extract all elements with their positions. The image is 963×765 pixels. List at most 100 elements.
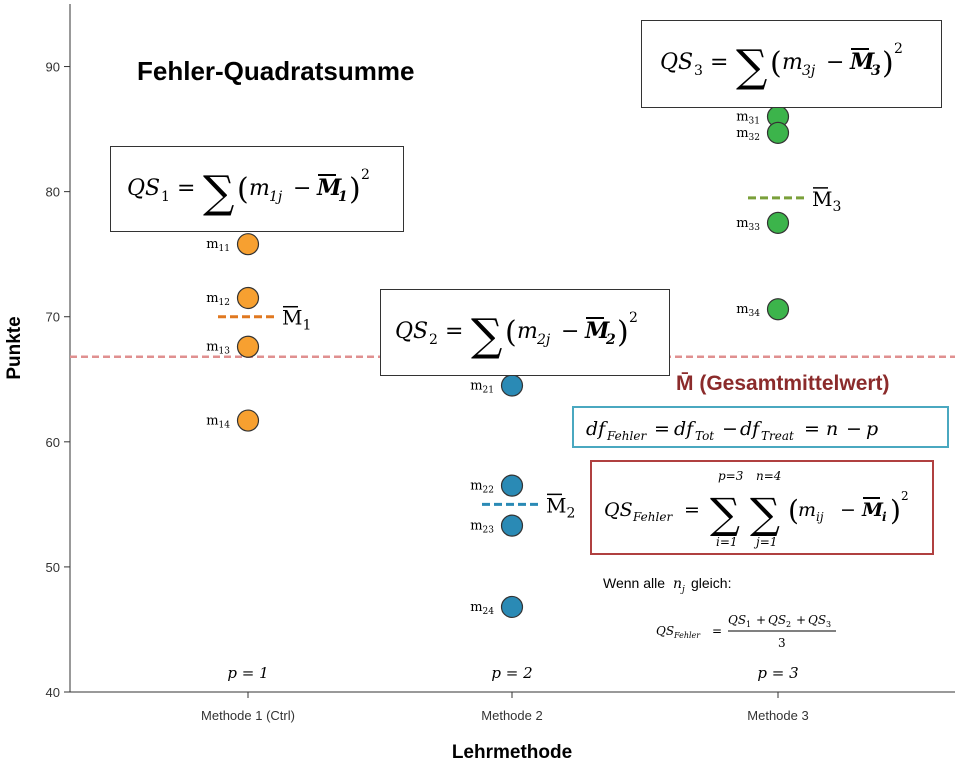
svg-text:df: df: [674, 418, 696, 440]
svg-text:): ): [890, 494, 901, 527]
svg-text:−: −: [826, 50, 844, 75]
qs-fehler-equal-formula: QS Fehler = QS 1 + QS 2 + QS 3 3: [652, 607, 882, 662]
group-mean-label: M3: [812, 187, 841, 215]
svg-text:(: (: [770, 46, 782, 81]
p-label: p = 2: [491, 664, 532, 682]
svg-text:p: p: [866, 418, 878, 440]
svg-text:Treat: Treat: [761, 429, 794, 443]
svg-text:−: −: [293, 176, 311, 201]
svg-text:1: 1: [161, 189, 170, 205]
svg-text:QS: QS: [656, 624, 674, 638]
qs3-formula-box: QS 3 = ∑ ( m 3j − M 3 ) 2: [641, 20, 942, 108]
svg-text:−: −: [561, 319, 579, 344]
svg-text:QS: QS: [808, 613, 826, 627]
svg-text:Fehler: Fehler: [606, 429, 647, 443]
svg-text:=: =: [445, 319, 463, 344]
qs2-formula-box: QS 2 = ∑ ( m 2j − M 2 ) 2: [380, 289, 670, 376]
svg-text:∑: ∑: [471, 310, 502, 361]
svg-text:m: m: [249, 176, 270, 201]
svg-text:QS: QS: [768, 613, 786, 627]
svg-text:ij: ij: [816, 510, 824, 524]
svg-text:3: 3: [826, 620, 831, 629]
qs1-formula-box: QS 1 = ∑ ( m 1j − M 1 ) 2: [110, 146, 404, 232]
chart-title: Fehler-Quadratsumme: [137, 56, 415, 86]
data-point-label: m34: [736, 302, 760, 319]
svg-text:2: 2: [894, 41, 903, 57]
svg-text:n: n: [826, 418, 838, 440]
y-tick-label: 60: [46, 435, 60, 450]
svg-text:2: 2: [786, 620, 791, 629]
svg-text:2: 2: [605, 332, 616, 348]
svg-text:): ): [349, 172, 361, 207]
svg-text:QS: QS: [395, 319, 428, 344]
group-mean-label: M1: [282, 306, 311, 334]
svg-text:Fehler: Fehler: [632, 510, 673, 524]
svg-text:3j: 3j: [802, 63, 816, 79]
equal-n-note: Wenn alle n j gleich:: [603, 574, 803, 599]
y-tick-label: 50: [46, 560, 60, 575]
svg-text:1: 1: [338, 189, 348, 205]
data-point: [236, 335, 260, 358]
data-point-label: m13: [206, 340, 230, 357]
svg-text:QS: QS: [604, 499, 633, 521]
svg-text:): ): [617, 315, 629, 350]
svg-text:∑: ∑: [710, 489, 740, 538]
grand-mean-label: M̄ (Gesamtmittelwert): [676, 372, 890, 395]
svg-text:∑: ∑: [203, 167, 234, 218]
group-mean-label: M2: [546, 493, 575, 521]
svg-text:M: M: [316, 175, 342, 201]
svg-text:gleich:: gleich:: [691, 575, 731, 591]
data-point: [236, 233, 260, 256]
svg-text:2: 2: [361, 167, 370, 183]
y-tick-label: 40: [46, 685, 60, 700]
data-point: [766, 211, 790, 235]
data-point-label: m12: [206, 291, 230, 308]
data-point-label: m32: [736, 126, 760, 143]
y-tick-label: 90: [46, 60, 60, 75]
svg-text:QS: QS: [728, 613, 746, 627]
svg-text:Tot: Tot: [695, 429, 714, 443]
svg-text:i=1: i=1: [716, 535, 738, 549]
svg-text:=: =: [654, 418, 670, 440]
svg-text:M: M: [584, 318, 610, 344]
svg-text:i: i: [882, 510, 887, 524]
svg-text:M: M: [849, 49, 875, 75]
axes: 40 50 60 70 80 90 Methode 1 (Ctrl) Methode 2 Met…: [4, 4, 955, 763]
svg-text:QS: QS: [660, 50, 693, 75]
svg-text:∑: ∑: [736, 41, 767, 92]
qs-fehler-formula-box: QS Fehler = p=3 ∑ i=1 n=4 ∑ j=1 ( m ij −…: [590, 460, 934, 555]
svg-text:=: =: [804, 418, 820, 440]
data-point: [236, 286, 260, 310]
df-formula-box: df Fehler = df Tot − df Treat = n − p: [572, 406, 949, 448]
svg-text:(: (: [505, 315, 517, 350]
svg-text:2j: 2j: [536, 332, 551, 348]
data-point-label: m31: [736, 110, 760, 127]
y-axis-title: Punkte: [4, 316, 25, 379]
data-point-label: m21: [470, 379, 494, 396]
data-point: [500, 514, 524, 537]
svg-text:2: 2: [429, 332, 438, 348]
svg-text:j: j: [680, 585, 685, 595]
data-point-label: m22: [470, 479, 494, 496]
data-point: [500, 374, 524, 397]
svg-text:Wenn alle: Wenn alle: [603, 575, 665, 591]
svg-text:−: −: [846, 418, 862, 440]
svg-text:m: m: [517, 319, 538, 344]
p-label: p = 3: [757, 664, 798, 682]
data-point-label: m33: [736, 216, 760, 233]
y-tick-label: 80: [46, 185, 60, 200]
data-point-label: m11: [206, 237, 230, 254]
svg-text:−: −: [840, 499, 856, 521]
svg-text:j=1: j=1: [753, 535, 777, 549]
svg-text:2: 2: [629, 310, 638, 326]
svg-text:df: df: [740, 418, 762, 440]
svg-text:+: +: [756, 613, 766, 627]
data-point: [500, 474, 524, 497]
svg-text:df: df: [586, 418, 608, 440]
data-point-label: m14: [206, 414, 230, 431]
x-tick-label: Methode 3: [747, 708, 808, 723]
svg-text:=: =: [712, 624, 722, 638]
x-tick-label: Methode 1 (Ctrl): [201, 708, 295, 723]
